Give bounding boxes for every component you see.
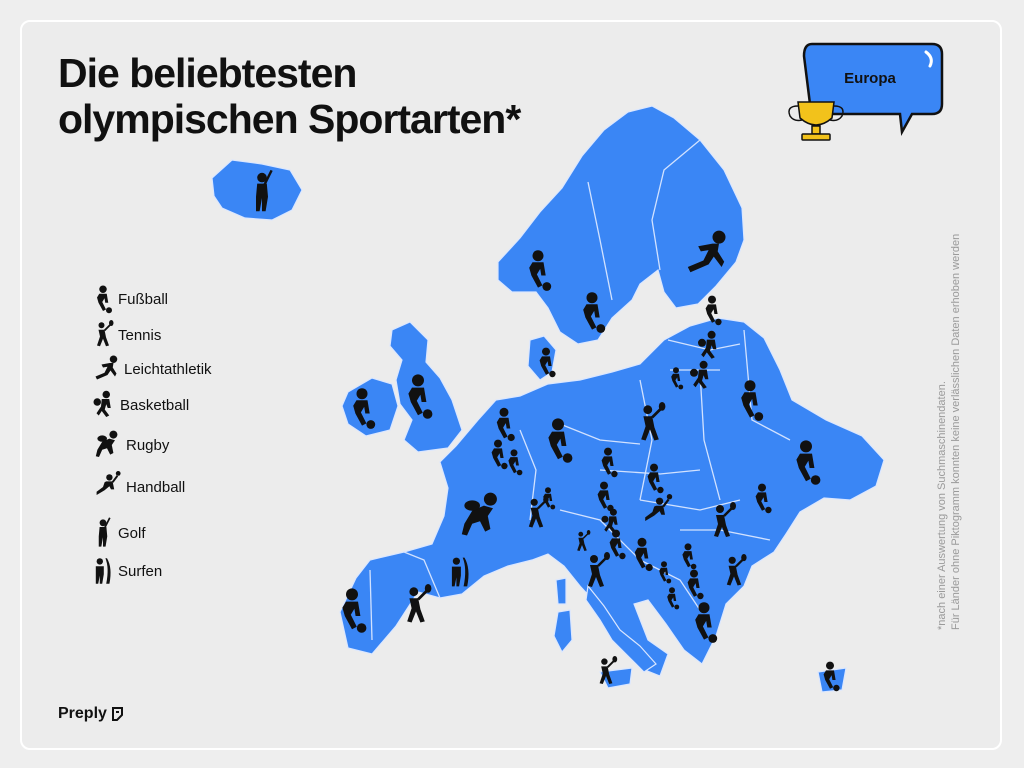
legend-label: Basketball (120, 396, 190, 414)
basketball-icon (93, 390, 111, 417)
legend-item-handball: Handball (90, 471, 186, 502)
legend-item-tennis: Tennis (90, 320, 161, 350)
ireland (341, 377, 399, 437)
title-line-1: Die beliebtesten (58, 50, 357, 96)
italy-peninsula (585, 584, 657, 673)
legend-item-football: Fußball (90, 284, 168, 314)
tennis-icon (96, 320, 115, 348)
page-title: Die beliebtesten olympischen Sportarten* (58, 50, 521, 142)
golf-icon (97, 516, 111, 548)
corsica (555, 577, 567, 605)
surfing-icon (95, 558, 111, 584)
legend-label: Handball (126, 478, 186, 496)
scandinavia (497, 105, 745, 345)
athletics-icon (95, 355, 118, 380)
legend-item-rugby: Rugby (90, 430, 169, 460)
trophy-icon (788, 101, 844, 141)
brand-mark-icon (111, 707, 123, 721)
badge-label: Europa (844, 70, 896, 87)
legend-item-athletics: Leichtathletik (90, 354, 212, 384)
brand-name: Preply (58, 705, 107, 722)
football-icon (97, 285, 112, 314)
legend-item-surfing: Surfen (90, 556, 162, 586)
great-britain (389, 321, 463, 453)
europa-badge (802, 42, 944, 137)
legend-label: Fußball (118, 290, 169, 308)
footnote: *nach einer Auswertung von Suchmaschinen… (935, 150, 973, 630)
sardinia (553, 609, 573, 654)
legend-label: Tennis (118, 326, 162, 344)
legend-label: Leichtathletik (124, 360, 212, 378)
brand-logo: Preply (58, 705, 126, 723)
legend-label: Surfen (118, 562, 163, 580)
land-masses (211, 105, 885, 693)
footnote-line-1: *nach einer Auswertung von Suchmaschinen… (936, 381, 948, 630)
legend-item-golf: Golf (90, 516, 146, 548)
legend-label: Rugby (126, 436, 170, 454)
legend-label: Golf (118, 524, 146, 542)
legend-item-basketball: Basketball (90, 390, 189, 420)
footnote-line-2: Für Länder ohne Piktogramm konnten keine… (950, 233, 962, 630)
infographic-card (20, 20, 1002, 750)
rugby-icon (95, 430, 118, 457)
title-line-2: olympischen Sportarten* (58, 96, 521, 142)
handball-icon (95, 471, 122, 496)
